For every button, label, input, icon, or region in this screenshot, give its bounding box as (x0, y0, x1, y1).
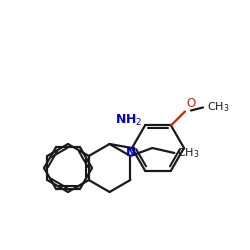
Text: NH$_2$: NH$_2$ (115, 113, 143, 128)
Text: CH$_3$: CH$_3$ (207, 100, 230, 114)
Text: CH$_3$: CH$_3$ (177, 146, 200, 160)
Text: O: O (186, 98, 195, 110)
Text: N: N (126, 146, 136, 160)
